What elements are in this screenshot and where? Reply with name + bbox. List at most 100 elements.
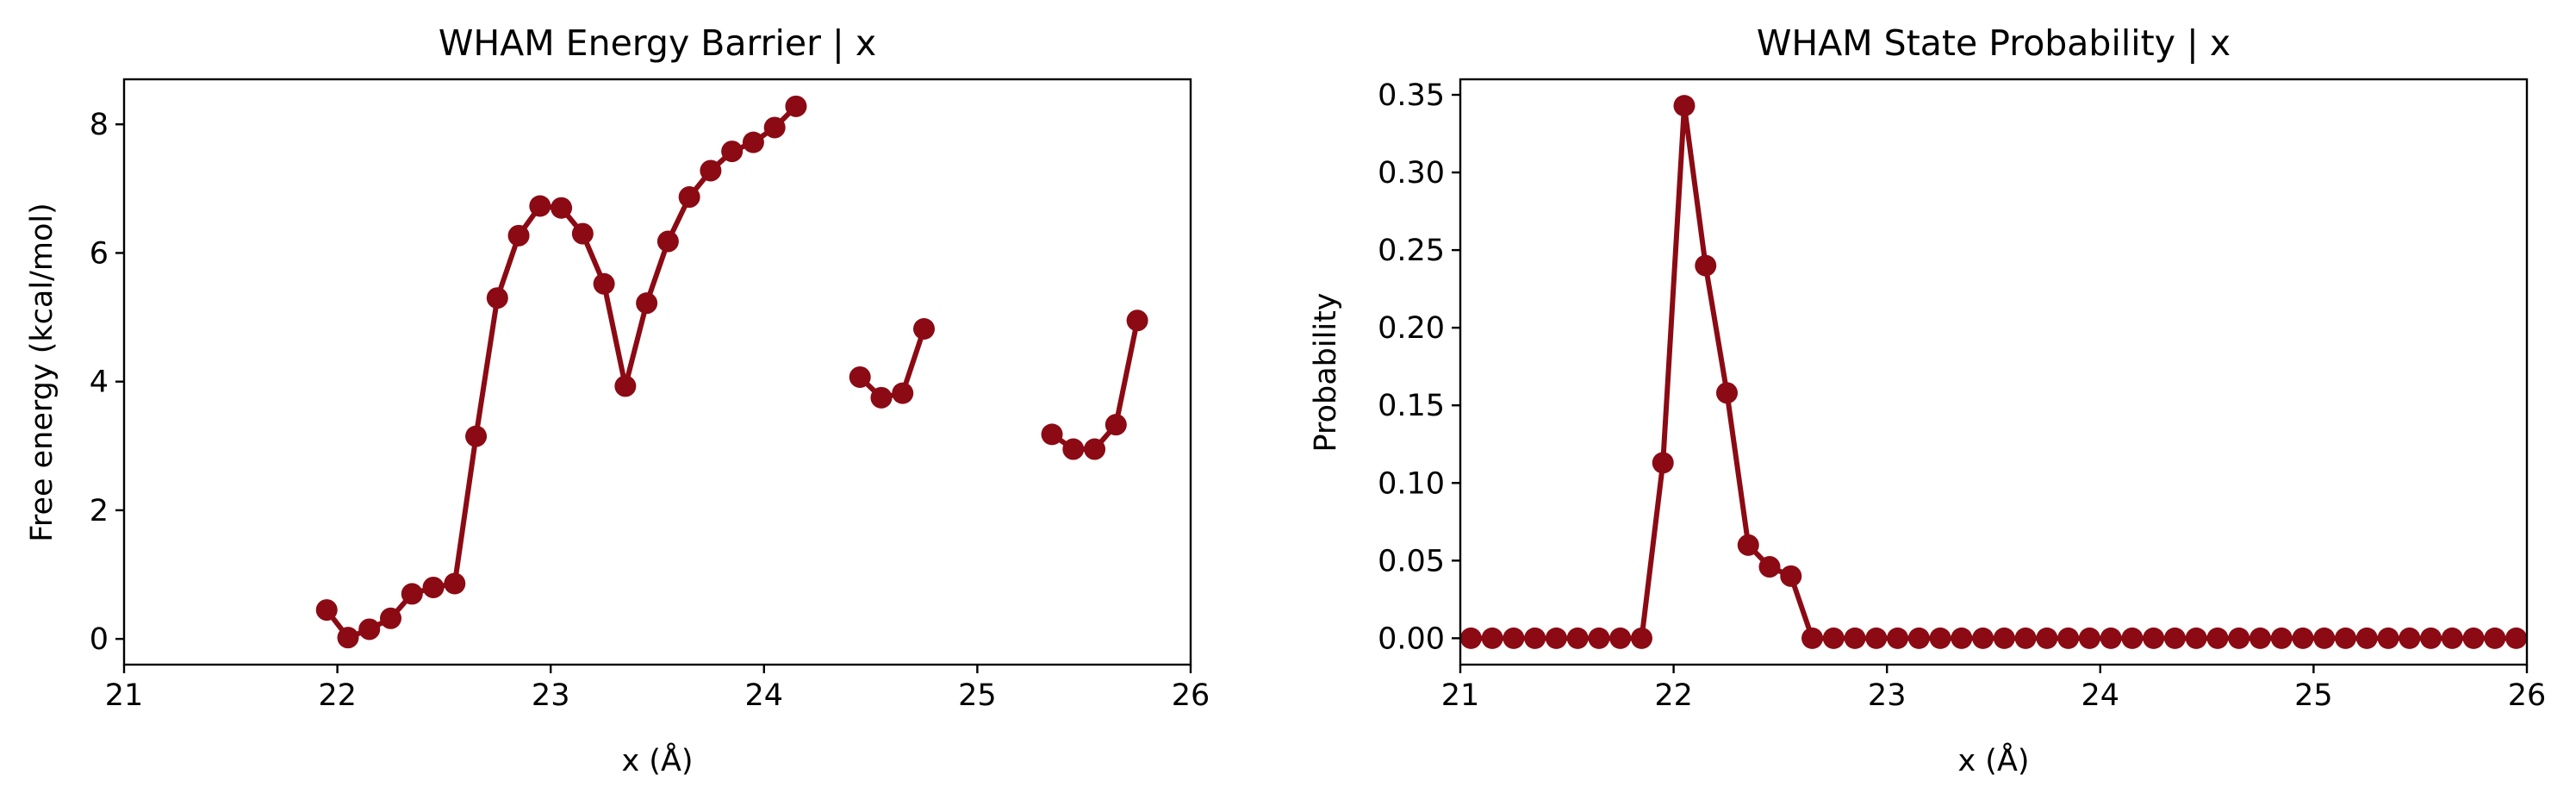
data-point	[1993, 627, 2015, 649]
data-point	[315, 599, 338, 622]
data-point	[1822, 627, 1845, 649]
energy-barrier-chart: WHAM Energy Barrier | x x (Å) Free energ…	[25, 22, 1210, 778]
data-point	[1929, 627, 1951, 649]
data-point	[1844, 627, 1866, 649]
data-point	[785, 95, 807, 117]
y-tick-label: 0.15	[1378, 389, 1445, 423]
data-point	[1865, 627, 1888, 649]
axes-frame	[1459, 78, 2529, 666]
data-point	[1907, 627, 1930, 649]
data-point	[614, 375, 637, 397]
data-point	[571, 222, 594, 245]
x-tick-label: 24	[745, 678, 784, 713]
data-point	[636, 292, 658, 315]
data-point	[2399, 627, 2421, 649]
data-point	[1524, 627, 1546, 649]
data-point	[2462, 627, 2485, 649]
data-point	[1084, 438, 1106, 460]
y-tick-label: 0	[90, 622, 109, 657]
data-point	[2014, 627, 2037, 649]
x-tick-label: 24	[2081, 678, 2120, 713]
y-tick-label: 0.35	[1378, 78, 1445, 113]
data-point	[656, 230, 679, 253]
data-point	[2057, 627, 2080, 649]
data-point	[2420, 627, 2442, 649]
y-axis-label: Free energy (kcal/mol)	[25, 203, 59, 542]
data-point	[913, 318, 935, 341]
data-point	[422, 576, 445, 598]
data-point	[2206, 627, 2229, 649]
data-point	[465, 425, 488, 447]
y-tick-label: 8	[90, 108, 109, 142]
data-point	[2036, 627, 2058, 649]
data-point	[1126, 309, 1148, 332]
x-tick-label: 22	[318, 678, 357, 713]
data-point	[2313, 627, 2336, 649]
plot-area	[315, 95, 1148, 649]
data-point	[1801, 627, 1824, 649]
data-point	[1545, 627, 1567, 649]
series-line	[857, 326, 927, 401]
x-tick-label: 23	[532, 678, 570, 713]
axis-ticks: 21 22 23 24 25 26 0.00 0.05 0.10 0.15 0.20 0.25 0.30…	[1378, 78, 2546, 713]
data-point	[849, 366, 871, 388]
data-point	[486, 287, 508, 309]
data-point	[1972, 627, 1994, 649]
data-point	[2441, 627, 2463, 649]
data-point	[1951, 627, 1973, 649]
data-point	[1062, 438, 1085, 460]
x-axis-label: x (Å)	[1957, 741, 2029, 778]
data-point	[529, 195, 551, 217]
x-tick-label: 25	[2294, 678, 2333, 713]
x-tick-label: 26	[1172, 678, 1210, 713]
x-tick-label: 21	[1441, 678, 1480, 713]
data-point	[1609, 627, 1632, 649]
chart-title: WHAM Energy Barrier | x	[439, 22, 876, 64]
x-tick-label: 21	[105, 678, 144, 713]
data-point	[2355, 627, 2378, 649]
x-axis-label: x (Å)	[621, 741, 693, 778]
data-point	[721, 141, 744, 163]
data-point	[358, 618, 381, 640]
y-tick-label: 0.20	[1378, 311, 1445, 346]
data-point	[2143, 627, 2165, 649]
data-point	[1104, 414, 1127, 436]
data-point	[2270, 627, 2293, 649]
y-tick-label: 0.00	[1378, 622, 1445, 656]
data-point	[763, 116, 786, 139]
x-tick-label: 26	[2508, 678, 2547, 713]
y-tick-label: 4	[90, 366, 109, 400]
data-point	[2484, 627, 2506, 649]
data-point	[1566, 627, 1589, 649]
y-axis-label: Probability	[1309, 292, 1343, 452]
data-point	[1887, 627, 1909, 649]
y-tick-label: 0.25	[1378, 234, 1445, 268]
data-point	[2377, 627, 2399, 649]
data-point	[1652, 452, 1674, 474]
data-point	[1780, 565, 1802, 587]
data-point	[1459, 627, 1482, 649]
x-tick-label: 25	[958, 678, 997, 713]
data-point	[593, 272, 615, 295]
data-point	[380, 607, 401, 629]
data-point	[1503, 627, 1525, 649]
axes-frame	[122, 78, 1192, 666]
x-tick-label: 22	[1654, 678, 1693, 713]
data-point	[742, 131, 764, 153]
data-point	[551, 197, 573, 219]
data-point	[2335, 627, 2357, 649]
data-point	[2185, 627, 2207, 649]
data-point	[700, 159, 722, 182]
y-tick-label: 0.05	[1378, 544, 1445, 578]
data-point	[1481, 627, 1503, 649]
data-point	[1758, 556, 1781, 578]
data-point	[2121, 627, 2144, 649]
data-point	[1630, 627, 1652, 649]
data-point	[2505, 627, 2528, 649]
data-point	[337, 627, 359, 649]
data-point	[1041, 423, 1063, 446]
data-point	[1673, 95, 1696, 117]
